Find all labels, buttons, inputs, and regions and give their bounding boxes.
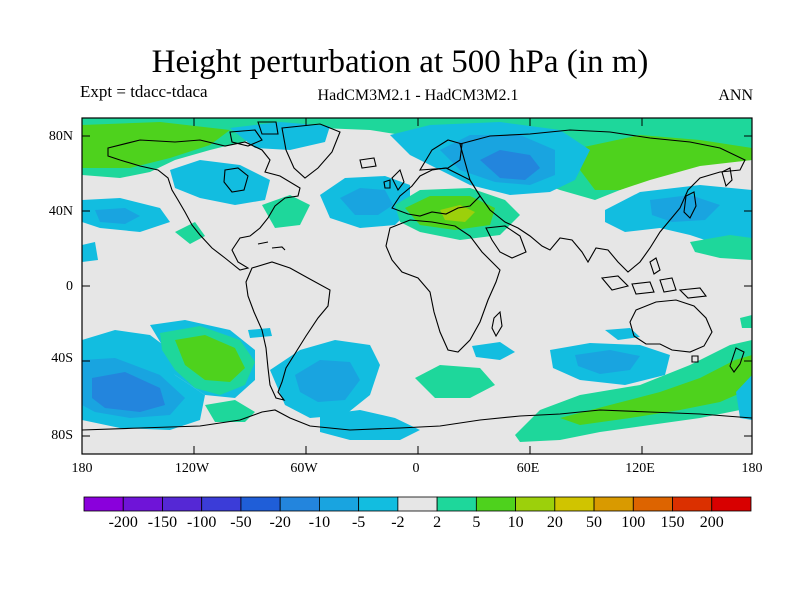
coastline-caribbean <box>257 241 286 251</box>
coastline-new-zealand <box>729 347 745 373</box>
contour-region <box>560 355 752 425</box>
colorbar-swatch <box>554 496 595 512</box>
contour-region <box>175 335 245 382</box>
lat-tick-label: 40N <box>48 204 73 219</box>
contour-region <box>175 222 205 244</box>
coastline-kamchatka <box>721 167 733 188</box>
contour-region <box>320 410 420 440</box>
lon-tick-label: 60E <box>516 461 540 476</box>
colorbar-label: -2 <box>391 514 405 531</box>
colorbar-swatch <box>162 496 203 512</box>
colorbar-swatch <box>83 496 124 512</box>
contour-region <box>740 315 752 328</box>
contour-region <box>472 342 515 360</box>
lon-tick-label: 120E <box>625 461 655 476</box>
lat-tick-label: 40S <box>51 351 73 366</box>
colorbar-label: -50 <box>230 514 252 531</box>
coastline-north-america <box>107 139 301 271</box>
colorbar-swatch <box>240 496 281 512</box>
contour-region <box>295 360 360 402</box>
colorbar-swatch <box>279 496 320 512</box>
lon-tick-label: 120W <box>174 461 210 476</box>
contour-region <box>262 195 310 228</box>
lat-tick-label: 80N <box>48 129 73 144</box>
colorbar-label: -20 <box>269 514 291 531</box>
contour-region <box>650 195 720 222</box>
colorbar-swatch <box>515 496 556 512</box>
contour-region <box>480 150 540 180</box>
colorbar-label: 100 <box>621 514 646 531</box>
contour-region <box>736 375 752 420</box>
contour-region <box>440 205 475 222</box>
contour-region <box>95 208 140 224</box>
lon-tick-label: 60W <box>290 461 318 476</box>
contour-region <box>92 372 165 412</box>
coastline-iceland <box>359 157 377 169</box>
colorbar-label: 2 <box>433 514 442 531</box>
lon-tick-label: 0 <box>412 461 420 476</box>
contour-region <box>82 242 98 262</box>
colorbar-label: -200 <box>108 514 138 531</box>
colorbar-swatch <box>201 496 242 512</box>
coastline-asia <box>459 129 746 273</box>
coastline-madagascar <box>491 310 503 338</box>
colorbar-swatch <box>632 496 673 512</box>
colorbar-label: -100 <box>187 514 217 531</box>
lon-tick-label: 180 <box>71 461 93 476</box>
colorbar-label: 10 <box>507 514 524 531</box>
contour-region <box>82 122 230 168</box>
lat-tick-label: 80S <box>51 428 73 443</box>
contour-region <box>575 350 640 374</box>
coastline-hudson-bay <box>223 167 249 193</box>
contour-region <box>205 400 255 422</box>
coastline-antarctica <box>82 409 752 431</box>
coastline-indonesia <box>600 257 708 299</box>
lon-tick-label: 180 <box>741 461 763 476</box>
colorbar-label: 50 <box>586 514 603 531</box>
coastline-layer <box>82 121 752 431</box>
plot-title: Height perturbation at 500 hPa (in m) <box>151 44 649 80</box>
coastline-greenland <box>281 123 341 179</box>
colorbar-label: -10 <box>308 514 331 531</box>
colorbar-swatch <box>397 496 438 512</box>
colorbar-swatch <box>672 496 713 512</box>
colorbar-label: 150 <box>660 514 685 531</box>
colorbar-label: 200 <box>699 514 724 531</box>
contour-region <box>248 328 272 338</box>
coastline-british-isles <box>383 168 405 192</box>
coastline-south-america <box>245 261 331 401</box>
contour-region <box>570 135 752 190</box>
colorbar-swatch <box>358 496 399 512</box>
colorbar-swatch <box>122 496 163 512</box>
contour-region <box>605 328 640 340</box>
coastline-arctic-islands <box>229 121 279 147</box>
colorbar-swatch <box>593 496 634 512</box>
experiment-label: Expt = tdacc-tdaca <box>80 82 208 101</box>
axis-ticks <box>81 118 753 454</box>
season-label: ANN <box>718 87 753 104</box>
coastline-tasmania <box>691 355 699 363</box>
colorbar-label: -5 <box>351 514 366 531</box>
contour-region <box>340 188 393 215</box>
colorbar-swatch <box>319 496 360 512</box>
contour-region <box>170 160 270 205</box>
contour-region <box>690 235 752 260</box>
contour-region <box>415 365 495 398</box>
lat-tick-label: 0 <box>66 279 73 294</box>
colorbar-label: 5 <box>472 514 481 531</box>
colorbar-swatch <box>475 496 516 512</box>
coastline-africa <box>385 219 501 353</box>
colorbar-swatch <box>711 496 752 512</box>
model-label: HadCM3M2.1 - HadCM3M2.1 <box>317 87 519 104</box>
colorbar <box>83 496 752 512</box>
coastline-australia <box>629 299 713 353</box>
coastline-arabia <box>485 225 527 259</box>
colorbar-label: -150 <box>147 514 178 531</box>
colorbar-swatch <box>436 496 477 512</box>
coastline-japan <box>683 191 697 219</box>
colorbar-label: 20 <box>546 514 563 531</box>
